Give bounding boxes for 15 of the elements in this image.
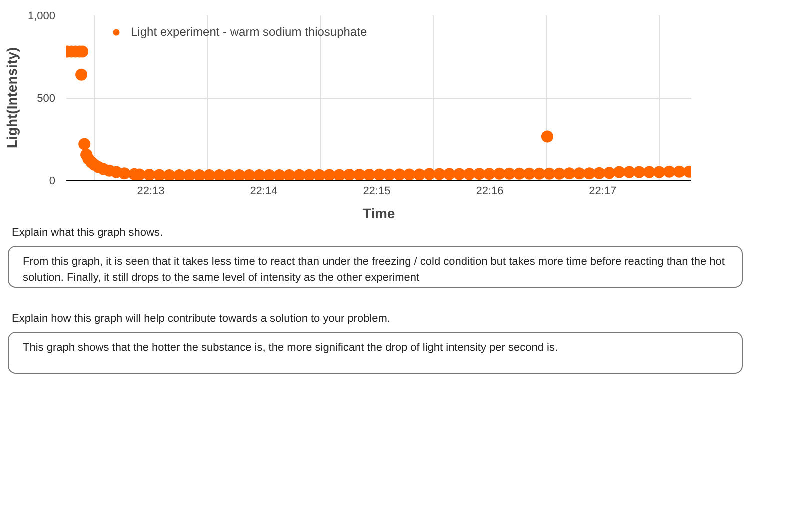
- text: This graph shows that the hotter the substance is, the more significant the drop of light intensity per second is.: [8, 332, 743, 374]
- text: From this graph, it is seen that it takes less time to react than under the freezing / cold condition but takes more time before reacting than the hot solution. Finally, it still drops to the same level of intensity as the other experiment: [8, 246, 743, 288]
- x-tick-label: 22:15: [363, 186, 391, 198]
- x-tick-label: 22:14: [250, 186, 278, 198]
- y-tick-label: 0: [49, 176, 56, 188]
- x-tick-label: 22:17: [589, 186, 617, 198]
- text: Explain what this graph shows.: [12, 226, 164, 241]
- y-axis-title: Light(Intensity): [4, 47, 20, 149]
- text: Explain how this graph will help contribute towards a solution to your problem.: [12, 312, 390, 327]
- x-tick-label: 22:16: [476, 186, 504, 198]
- y-tick-label: 500: [37, 93, 56, 105]
- y-tick-label: 1,000: [28, 10, 56, 22]
- x-axis-title: Time: [362, 206, 396, 222]
- legend-label: Light experiment - warm sodium thiosuphate: [131, 25, 368, 39]
- x-tick-label: 22:13: [137, 186, 165, 198]
